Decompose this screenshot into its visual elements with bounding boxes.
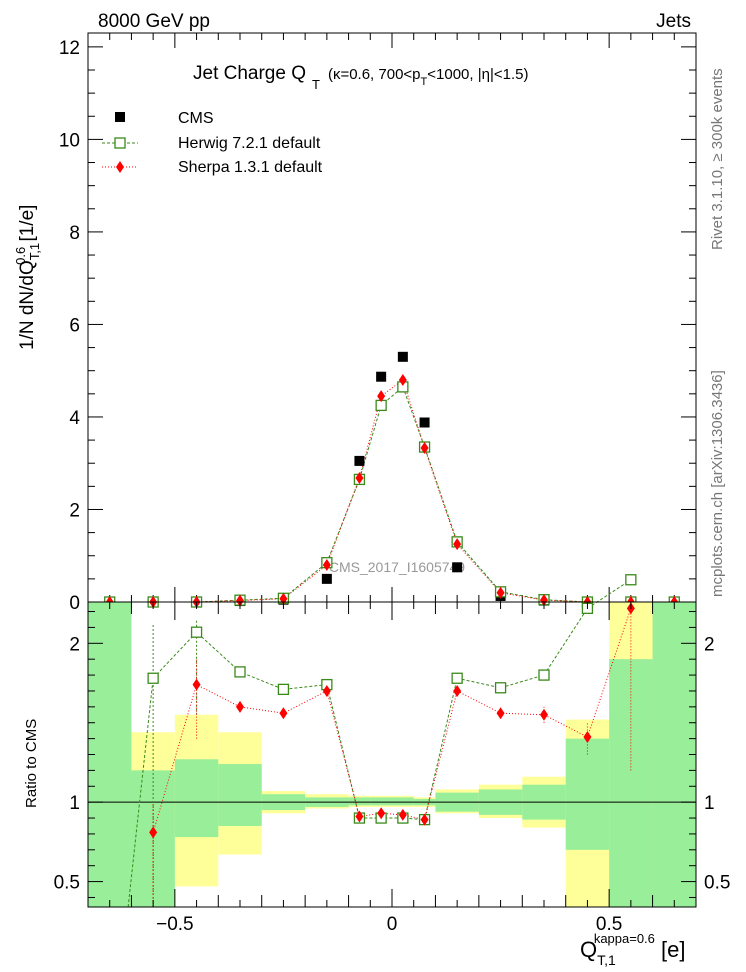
herwig-ratio-line	[152, 579, 632, 821]
herwig-ratio-point	[451, 672, 463, 684]
sherpa-point	[496, 586, 505, 599]
legend-marker-herwig	[114, 137, 126, 149]
plot-title: Jet Charge QT(κ=0.6, 700<pT<1000, |η|<1.…	[193, 63, 528, 92]
band-inner	[392, 797, 414, 806]
x-axis-label: QT,1 kappa=0.6 [e]	[580, 931, 685, 968]
sherpa-ratio-point	[453, 684, 462, 697]
sherpa-ratio-point	[583, 731, 592, 744]
watermark: CMS_2017_I1605749	[329, 559, 465, 575]
herwig-line-edge	[127, 678, 154, 908]
sherpa-ratio-point	[398, 808, 407, 821]
main-ytick-label: 12	[59, 38, 80, 59]
sherpa-point	[236, 594, 244, 607]
main-panel: 0 2 4 6 8 10 12 CMS_2017_I1605749	[59, 32, 697, 614]
band-inner	[174, 759, 219, 838]
sherpa-ratio-point	[279, 707, 288, 720]
legend-marker-sherpa	[116, 161, 124, 173]
herwig-ratio-point	[494, 682, 507, 694]
band-inner	[348, 797, 371, 806]
mcplots-label: mcplots.cern.ch [arXiv:1306.3436]	[709, 370, 726, 597]
energy-label: 8000 GeV pp	[98, 11, 210, 32]
main-ytick-label: 10	[59, 130, 80, 151]
legend-marker-cms	[115, 112, 125, 122]
sherpa-point	[377, 390, 386, 403]
sherpa-point	[355, 472, 364, 485]
ratio-ylabel: Ratio to CMS	[23, 719, 40, 808]
xlabel-unit: [e]	[655, 937, 686, 962]
herwig-ratio-point	[538, 669, 550, 681]
sherpa-point	[398, 373, 407, 386]
xlabel-sup: kappa=0.6	[594, 931, 655, 946]
sherpa-point	[540, 594, 548, 607]
cms-point	[452, 562, 463, 573]
sherpa-ratio-point	[149, 826, 158, 839]
ratio-panel: 0.5 0.5 1 1 2 2 −0.5 0 0.5	[54, 574, 730, 935]
sherpa-ratio-line	[152, 608, 632, 833]
title-kin-prefix: (κ=0.6, 700<p	[328, 66, 421, 83]
cms-point	[354, 455, 365, 466]
cms-point	[419, 417, 430, 428]
band-inner	[370, 797, 392, 806]
main-ylabel-unit: [1/e]	[17, 205, 38, 247]
sherpa-ratio-point	[355, 810, 364, 823]
sherpa-point	[453, 538, 462, 551]
main-ytick-label: 4	[69, 408, 80, 429]
legend-label-herwig: Herwig 7.2.1 default	[178, 135, 321, 152]
sherpa-point	[322, 558, 331, 571]
herwig-ratio-point	[190, 626, 203, 638]
legend-label-cms: CMS	[178, 110, 214, 127]
title-main-sub: T	[312, 77, 320, 92]
band-inner	[652, 602, 696, 907]
main-ytick-label: 8	[69, 223, 80, 244]
herwig-ratio-point	[147, 672, 159, 684]
sherpa-ratio-point	[496, 707, 505, 720]
legend: CMS Herwig 7.2.1 default Sherpa 1.3.1 de…	[102, 110, 323, 176]
sherpa-ratio-point	[192, 678, 201, 691]
ratio-ytick-label-right: 1	[704, 793, 715, 814]
herwig-ratio-point	[625, 574, 637, 586]
main-ylabel-text: 1/N dN/dQ	[17, 260, 38, 350]
main-ytick-label: 6	[69, 315, 80, 336]
ratio-ytick-label-right: 0.5	[704, 873, 730, 894]
sherpa-point	[420, 441, 429, 454]
main-ytick-label: 2	[69, 500, 80, 521]
cms-point	[397, 351, 408, 362]
cms-point	[321, 573, 332, 584]
ratio-ytick-label: 0.5	[54, 873, 80, 894]
sherpa-ratio-point	[377, 807, 386, 820]
ratio-xtick-label: 0	[387, 914, 398, 935]
band-inner	[565, 738, 610, 850]
ratio-ytick-label: 2	[69, 634, 80, 655]
category-label: Jets	[656, 11, 691, 32]
ratio-ytick-label: 1	[69, 793, 80, 814]
xlabel-sub: T,1	[597, 952, 616, 968]
ratio-xtick-label: 0.5	[596, 914, 622, 935]
sherpa-ratio-point	[236, 700, 244, 713]
band-inner	[88, 602, 132, 907]
main-ylabel-sub: T,1	[27, 243, 42, 260]
herwig-ratio-point	[234, 666, 246, 678]
legend-label-sherpa: Sherpa 1.3.1 default	[178, 159, 323, 176]
rivet-label: Rivet 3.1.10, ≥ 300k events	[709, 68, 726, 250]
xlabel-text: Q	[580, 937, 597, 962]
title-main: Jet Charge Q	[193, 63, 306, 84]
cms-point	[376, 371, 387, 382]
sherpa-ratio-point	[420, 813, 429, 826]
sherpa-ratio-point	[540, 708, 548, 721]
main-ylabel: 1/N dN/dQT,10.6 [1/e]	[13, 205, 42, 350]
sherpa-ratio-point	[322, 684, 331, 697]
main-ylabel-sup: 0.6	[13, 247, 28, 265]
ratio-xtick-label: −0.5	[156, 914, 194, 935]
herwig-line	[109, 386, 675, 603]
herwig-ratio-point	[277, 683, 290, 696]
band-inner	[609, 659, 653, 907]
title-kin-suffix: <1000, |η|<1.5)	[427, 66, 528, 83]
main-ytick-label: 0	[69, 593, 80, 614]
title-kin-sub: T	[421, 76, 428, 88]
sherpa-line	[109, 379, 675, 603]
band-inner	[218, 764, 262, 826]
ratio-ytick-label-right: 2	[704, 634, 715, 655]
